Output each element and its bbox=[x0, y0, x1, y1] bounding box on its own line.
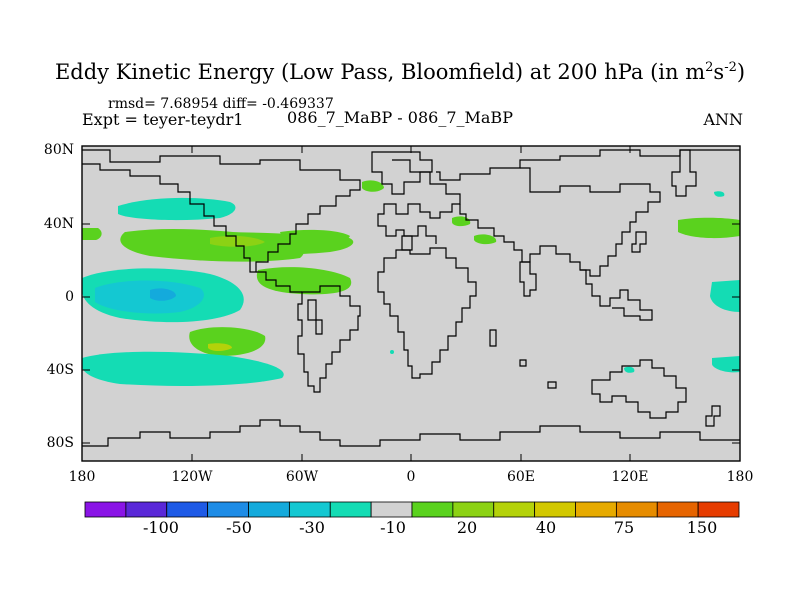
lat-label-80n: 80N bbox=[43, 142, 74, 158]
experiment-label: Expt = teyer-teydr1 bbox=[82, 110, 244, 129]
eke-blob-tropical-pacific-core bbox=[150, 288, 176, 301]
eke-blob-small-south bbox=[624, 366, 635, 373]
coast-north-america bbox=[82, 149, 361, 273]
coast-asia-east bbox=[459, 167, 661, 277]
colorbar-label: -30 bbox=[299, 518, 325, 537]
colorbar-label: -10 bbox=[380, 518, 406, 537]
coast-caspian bbox=[401, 235, 413, 251]
colorbar-swatch bbox=[207, 501, 249, 518]
colorbar-swatch bbox=[125, 501, 168, 518]
lat-label-80s: 80S bbox=[46, 435, 74, 451]
coast-south-america-inner bbox=[307, 299, 323, 335]
colorbar-swatch bbox=[534, 501, 576, 518]
eke-blob-south-pacific-core bbox=[208, 343, 232, 351]
eke-blob-north-pacific bbox=[118, 197, 236, 221]
colorbar-label: 150 bbox=[686, 518, 718, 537]
eke-blob-south-pacific bbox=[189, 327, 266, 356]
plot-title: Eddy Kinetic Energy (Low Pass, Bloomfiel… bbox=[54, 60, 746, 84]
eke-blob-asia-small bbox=[474, 234, 497, 245]
case-label: 086_7_MaBP - 086_7_MaBP bbox=[287, 108, 513, 127]
colorbar-label: 75 bbox=[613, 518, 635, 537]
eke-blob-dot bbox=[390, 350, 394, 354]
coast-kamchatka bbox=[671, 149, 697, 197]
lon-label-180w: 180 bbox=[68, 469, 96, 485]
lon-label-60e: 60E bbox=[506, 469, 536, 485]
lon-label-120w: 120W bbox=[171, 469, 213, 485]
eke-blob-southern-ocean bbox=[82, 351, 284, 386]
colorbar-label: -50 bbox=[226, 518, 252, 537]
colorbar-swatch bbox=[411, 501, 454, 518]
season-label: ANN bbox=[703, 110, 743, 129]
eke-blob-east-pacific bbox=[710, 280, 740, 312]
colorbar-swatch bbox=[493, 501, 536, 518]
lat-ticks bbox=[82, 149, 740, 444]
lon-label-60w: 60W bbox=[285, 469, 319, 485]
lat-label-eq: 0 bbox=[65, 289, 74, 305]
coast-japan bbox=[631, 231, 647, 253]
lat-label-40n: 40N bbox=[43, 216, 74, 232]
colorbar-label: 40 bbox=[535, 518, 557, 537]
colorbar-swatch bbox=[452, 501, 495, 518]
eke-blob-southern-ocean-east bbox=[712, 356, 740, 373]
colorbar-label: -100 bbox=[143, 518, 179, 537]
coast-central-america bbox=[256, 271, 302, 293]
eke-blob-tropical-atlantic bbox=[256, 267, 352, 295]
coast-madagascar bbox=[489, 329, 497, 347]
coast-greenland bbox=[371, 151, 433, 195]
coast-south-america bbox=[297, 285, 361, 393]
coast-southeast-asia bbox=[580, 269, 653, 321]
colorbar-swatch bbox=[329, 501, 372, 518]
eke-blob-north-atlantic bbox=[280, 229, 350, 248]
lat-label-40s: 40S bbox=[46, 362, 74, 378]
colorbar-swatch bbox=[84, 501, 127, 518]
coastlines bbox=[82, 149, 740, 447]
eke-blob-asia-north bbox=[362, 180, 384, 192]
colorbar-swatch bbox=[370, 501, 413, 518]
eke-blob-tiny-ne bbox=[714, 191, 725, 197]
coast-small-islands bbox=[519, 359, 557, 389]
lon-label-0: 0 bbox=[406, 469, 416, 485]
colorbar-label: 20 bbox=[456, 518, 478, 537]
lon-ticks bbox=[191, 146, 631, 461]
colorbar-swatch bbox=[656, 501, 699, 518]
colorbar-swatch bbox=[288, 501, 331, 518]
lon-label-180e: 180 bbox=[726, 469, 754, 485]
lon-label-120e: 120E bbox=[611, 469, 649, 485]
contour-fills bbox=[82, 180, 740, 386]
colorbar-swatch bbox=[615, 501, 658, 518]
coast-eurasia-north bbox=[436, 149, 740, 181]
colorbar-swatch bbox=[248, 501, 290, 518]
eke-blob-west-pacific bbox=[678, 217, 740, 239]
colorbar-swatch bbox=[575, 501, 617, 518]
coast-antarctica bbox=[82, 419, 740, 447]
coast-new-zealand bbox=[705, 405, 721, 427]
eke-blob-west-tip bbox=[82, 228, 102, 240]
colorbar-swatch bbox=[697, 501, 740, 518]
eke-blob-tropical-pacific-inner bbox=[95, 280, 204, 314]
stats-label: rmsd= 7.68954 diff= -0.469337 bbox=[108, 96, 334, 112]
coast-africa bbox=[377, 247, 477, 379]
eke-blob-north-pacific-core bbox=[210, 235, 265, 247]
coast-australia bbox=[591, 359, 687, 419]
colorbar-swatch bbox=[166, 501, 209, 518]
colorbar bbox=[84, 501, 740, 518]
coast-india bbox=[519, 261, 537, 297]
